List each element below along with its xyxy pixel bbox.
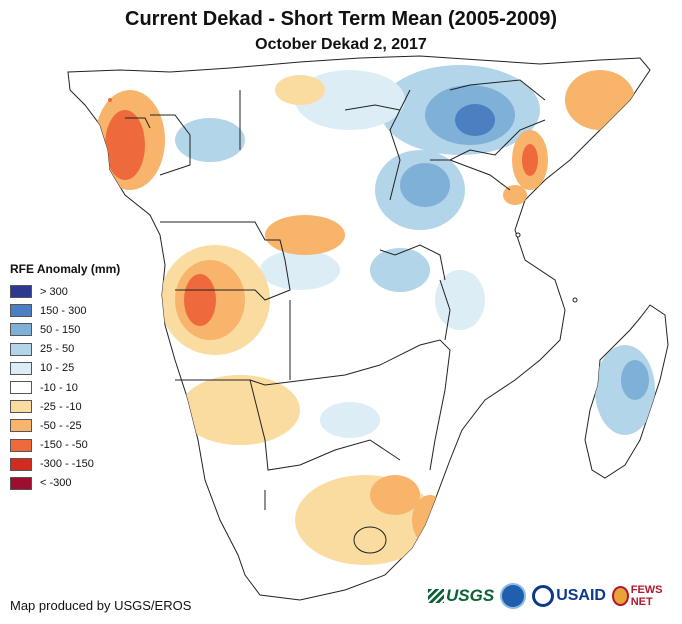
- blue-field: [400, 163, 450, 207]
- orange-field: [265, 215, 345, 255]
- boundary: [439, 279, 451, 341]
- legend-item: > 300: [10, 282, 150, 301]
- legend-label: 150 - 300: [40, 304, 87, 317]
- legend-swatch: [10, 361, 32, 375]
- island: [572, 297, 578, 303]
- fews-text: FEWS NET: [630, 584, 663, 608]
- usgs-logo: USGS: [428, 586, 494, 606]
- blue-field: [175, 118, 245, 162]
- fews-seal-icon: [611, 586, 629, 606]
- legend-label: -150 - -50: [40, 439, 88, 452]
- legend-item: 50 - 150: [10, 320, 150, 339]
- legend-label: 10 - 25: [40, 362, 75, 375]
- legend-swatch: [10, 342, 32, 356]
- boundary: [249, 379, 401, 471]
- legend-swatch: [10, 381, 32, 395]
- legend: RFE Anomaly (mm) > 300 150 - 300 50 - 150 2…: [10, 262, 150, 493]
- blue-field: [455, 104, 495, 136]
- orange-field: [105, 110, 145, 180]
- legend-label: > 300: [40, 285, 68, 298]
- usaid-seal-icon: [532, 585, 555, 607]
- boundary: [379, 339, 451, 471]
- usaid-text: USAID: [556, 587, 606, 604]
- map-subtitle: October Dekad 2, 2017: [255, 36, 427, 53]
- legend-item: 10 - 25: [10, 359, 150, 378]
- boundary: [150, 114, 191, 176]
- boundary: [430, 119, 546, 161]
- noaa-seal-icon: [500, 583, 527, 609]
- orange-field: [503, 185, 527, 205]
- boundary: [449, 159, 511, 191]
- boundary: [160, 221, 291, 301]
- legend-swatch: [10, 419, 32, 433]
- orange-field: [565, 70, 635, 130]
- usgs-mark-icon: [428, 589, 444, 603]
- legend-item: 150 - 300: [10, 301, 150, 320]
- island: [108, 98, 112, 102]
- legend-swatch: [10, 438, 32, 452]
- legend-item: 25 - 50: [10, 340, 150, 359]
- boundary: [449, 79, 546, 101]
- legend-item: -10 - 10: [10, 378, 150, 397]
- fews-logo: FEWS NET: [611, 584, 676, 608]
- legend-swatch: [10, 457, 32, 471]
- legend-items: > 300 150 - 300 50 - 150 25 - 50 10 - 25 -10 …: [10, 282, 150, 493]
- legend-label: < -300: [40, 477, 72, 490]
- legend-label: -50 - -25: [40, 419, 82, 432]
- legend-label: 50 - 150: [40, 323, 81, 336]
- legend-label: -300 - -150: [40, 458, 94, 471]
- legend-label: -25 - -10: [40, 400, 82, 413]
- legend-item: < -300: [10, 474, 150, 493]
- legend-label: 25 - 50: [40, 343, 75, 356]
- island: [515, 232, 521, 238]
- legend-title: RFE Anomaly (mm): [10, 262, 121, 276]
- orange-field: [275, 75, 325, 105]
- boundary: [344, 104, 401, 111]
- map-title: Current Dekad - Short Term Mean (2005-20…: [125, 8, 557, 30]
- usgs-text: USGS: [446, 586, 495, 605]
- country-boundaries: [125, 79, 546, 554]
- blue-field: [435, 270, 485, 330]
- legend-swatch: [10, 285, 32, 299]
- legend-swatch: [10, 323, 32, 337]
- anomaly-fields: [95, 65, 655, 565]
- legend-label: -10 - 10: [40, 381, 78, 394]
- usaid-logo: USAID: [532, 585, 606, 607]
- legend-item: -50 - -25: [10, 416, 150, 435]
- legend-swatch: [10, 304, 32, 318]
- legend-swatch: [10, 400, 32, 414]
- blue-field: [621, 360, 649, 400]
- legend-item: -25 - -10: [10, 397, 150, 416]
- lesotho-boundary: [353, 526, 387, 554]
- credit-text: Map produced by USGS/EROS: [10, 598, 192, 613]
- orange-field: [184, 274, 216, 326]
- boundary: [379, 244, 446, 281]
- orange-field: [180, 375, 300, 445]
- boundary: [125, 117, 151, 129]
- boundary: [389, 89, 411, 201]
- legend-item: -150 - -50: [10, 436, 150, 455]
- orange-field: [522, 144, 538, 176]
- orange-field: [412, 495, 448, 545]
- noaa-logo: [500, 583, 527, 609]
- legend-swatch: [10, 476, 32, 490]
- blue-field: [320, 402, 380, 438]
- orange-field: [370, 475, 420, 515]
- logo-bar: USGS USAID FEWS NET: [428, 583, 682, 609]
- legend-item: -300 - -150: [10, 455, 150, 474]
- blue-field: [370, 248, 430, 292]
- blue-field: [260, 250, 340, 290]
- boundary: [175, 364, 381, 386]
